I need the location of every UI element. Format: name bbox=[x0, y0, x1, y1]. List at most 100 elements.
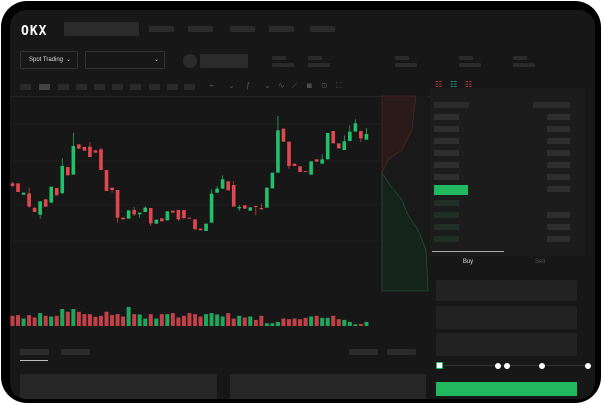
slider-handle[interactable] bbox=[436, 362, 443, 369]
nav-item[interactable] bbox=[310, 26, 335, 32]
nav-item[interactable] bbox=[269, 26, 294, 32]
chevron-down-icon[interactable]: ⌄ bbox=[264, 81, 271, 90]
tab-buy[interactable]: Buy bbox=[462, 259, 474, 265]
candle-body bbox=[325, 133, 330, 160]
fullscreen-icon[interactable]: ⛶ bbox=[336, 81, 342, 90]
stat-value bbox=[272, 63, 294, 67]
ask-amount bbox=[547, 138, 570, 144]
orderbook-bids-icon[interactable]: ☷ bbox=[450, 80, 458, 89]
timeframe-button[interactable] bbox=[58, 84, 69, 90]
volume-bar bbox=[65, 311, 70, 326]
volume-bar bbox=[104, 311, 109, 326]
amount-input[interactable] bbox=[436, 306, 577, 329]
slider-step-25[interactable] bbox=[495, 363, 501, 369]
bid-amount bbox=[547, 224, 570, 230]
candle-body bbox=[231, 185, 236, 207]
candle-body bbox=[292, 163, 297, 166]
volume-bar bbox=[347, 321, 352, 326]
candle-body bbox=[88, 146, 92, 157]
bid-price bbox=[434, 224, 459, 230]
tab-order-history[interactable] bbox=[61, 349, 90, 355]
timeframe-button-active[interactable] bbox=[39, 84, 50, 90]
divider bbox=[10, 96, 430, 97]
slider-step-100[interactable] bbox=[585, 363, 591, 369]
candle-type-icon[interactable]: ⌁ bbox=[209, 81, 214, 90]
ruler-icon[interactable]: ⟋ bbox=[292, 81, 298, 90]
candle-body bbox=[364, 134, 369, 140]
search-bar[interactable] bbox=[64, 22, 139, 36]
market-type-select[interactable]: Spot Trading ⌄ bbox=[20, 51, 78, 69]
nav-item[interactable] bbox=[149, 26, 174, 32]
candle-body bbox=[309, 161, 313, 175]
stat-label bbox=[272, 56, 286, 60]
volume-bar bbox=[325, 317, 330, 326]
candlestick-chart[interactable] bbox=[10, 10, 595, 399]
candle-body bbox=[171, 210, 175, 213]
timeframe-button[interactable] bbox=[130, 84, 141, 90]
ask-amount bbox=[547, 162, 570, 168]
volume-bar bbox=[159, 314, 164, 326]
timeframe-button[interactable] bbox=[167, 84, 178, 90]
candle-body bbox=[287, 141, 291, 166]
volume-bar bbox=[49, 316, 54, 326]
volume-bar bbox=[143, 318, 148, 326]
candle-body bbox=[353, 123, 358, 132]
stat-value bbox=[308, 63, 330, 67]
ask-amount bbox=[547, 114, 570, 120]
slider-track[interactable] bbox=[440, 365, 590, 366]
chevron-down-icon: ⌄ bbox=[65, 57, 71, 63]
volume-bar bbox=[71, 309, 76, 326]
total-input[interactable] bbox=[436, 333, 577, 356]
slider-step-75[interactable] bbox=[539, 363, 545, 369]
orderbook-asks-icon[interactable]: ☷ bbox=[465, 80, 473, 89]
nav-item[interactable] bbox=[188, 26, 213, 32]
candle-body bbox=[104, 170, 109, 191]
ask-price bbox=[434, 174, 459, 180]
active-tab-indicator bbox=[20, 360, 48, 361]
volume-bar bbox=[231, 318, 236, 326]
timeframe-button[interactable] bbox=[20, 84, 31, 90]
candle-body bbox=[320, 159, 324, 164]
depth-asks-area bbox=[381, 95, 417, 174]
volume-bar bbox=[242, 317, 247, 326]
candle-body bbox=[54, 188, 59, 196]
buy-button[interactable] bbox=[436, 382, 577, 396]
price-input[interactable] bbox=[436, 280, 577, 301]
candle-body bbox=[303, 171, 308, 172]
camera-icon[interactable]: ◙ bbox=[307, 81, 312, 90]
ask-price bbox=[434, 114, 459, 120]
nav-item[interactable] bbox=[230, 26, 255, 32]
line-tool-icon[interactable]: ∿ bbox=[278, 81, 285, 90]
indicator-icon[interactable]: ƒ bbox=[246, 81, 251, 90]
tab-open-orders[interactable] bbox=[20, 349, 49, 355]
timeframe-button[interactable] bbox=[112, 84, 123, 90]
bid-price bbox=[434, 212, 459, 218]
volume-bar bbox=[287, 319, 291, 326]
timeframe-button[interactable] bbox=[184, 84, 195, 90]
volume-bar bbox=[170, 313, 175, 326]
chevron-down-icon[interactable]: ⌄ bbox=[228, 81, 235, 90]
settings-icon[interactable]: ⊙ bbox=[321, 81, 328, 90]
candle-body bbox=[182, 210, 186, 218]
volume-bar bbox=[270, 323, 275, 326]
timeframe-button[interactable] bbox=[149, 84, 160, 90]
filter-button[interactable] bbox=[387, 349, 416, 355]
orderbook-both-icon[interactable]: ☷ bbox=[435, 80, 443, 89]
tab-sell[interactable]: Sell bbox=[534, 259, 545, 265]
ask-price bbox=[434, 150, 459, 156]
timeframe-button[interactable] bbox=[94, 84, 105, 90]
candle-body bbox=[342, 141, 347, 150]
slider-step-50[interactable] bbox=[504, 363, 510, 369]
volume-bar bbox=[76, 311, 81, 326]
bid-price bbox=[434, 200, 459, 206]
candle-body bbox=[137, 212, 142, 215]
volume-bar bbox=[320, 317, 325, 326]
pair-select[interactable]: ⌄ bbox=[85, 51, 165, 69]
candle-body bbox=[242, 205, 247, 209]
volume-bar bbox=[204, 314, 209, 326]
volume-bar bbox=[154, 318, 159, 326]
timeframe-button[interactable] bbox=[76, 84, 87, 90]
volume-bar bbox=[275, 321, 280, 326]
filter-button[interactable] bbox=[349, 349, 378, 355]
